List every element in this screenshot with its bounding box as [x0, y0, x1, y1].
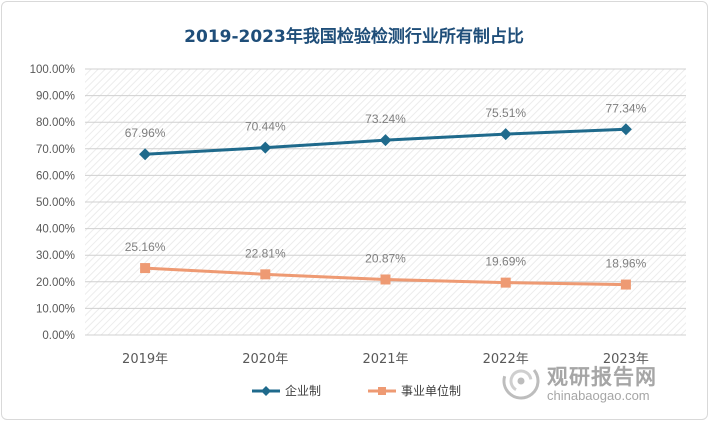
y-tick-label: 60.00% [36, 170, 75, 182]
x-tick-label: 2023年 [603, 352, 649, 367]
data-label: 73.24% [365, 112, 406, 126]
data-label: 70.44% [245, 120, 286, 134]
legend-marker [261, 386, 271, 396]
data-label: 25.16% [125, 240, 166, 254]
y-tick-label: 50.00% [36, 197, 75, 209]
legend-marker [378, 387, 386, 395]
x-tick-label: 2022年 [483, 352, 529, 367]
x-tick-label: 2020年 [242, 352, 288, 367]
data-label: 77.34% [606, 101, 647, 115]
series-2: 25.16% 22.81% 20.87% 19.69% 18.96% [125, 240, 647, 290]
y-tick-label: 30.00% [36, 250, 75, 262]
y-tick-label: 80.00% [36, 117, 75, 129]
x-axis-ticks: 2019年 2020年 2021年 2022年 2023年 [122, 352, 649, 367]
data-point [500, 277, 511, 288]
data-point [380, 274, 391, 285]
y-tick-label: 10.00% [36, 303, 75, 315]
watermark-name: 观研报告网 [547, 365, 657, 389]
data-label: 20.87% [365, 251, 406, 265]
data-label: 67.96% [125, 126, 166, 140]
watermark-url: chinabaogao.com [547, 388, 650, 403]
y-axis-ticks: 0.00% 10.00% 20.00% 30.00% 40.00% 50.00% 60.00… [30, 64, 75, 342]
y-tick-label: 70.00% [36, 144, 75, 156]
y-tick-label: 20.00% [36, 277, 75, 289]
data-point [260, 269, 271, 280]
data-point [139, 148, 152, 161]
chart-title: 2019-2023年我国检验检测行业所有制占比 [184, 26, 524, 47]
data-point [379, 134, 392, 147]
x-tick-label: 2021年 [362, 352, 408, 367]
series-1: 67.96% 70.44% 73.24% 75.51% 77.34% [125, 101, 647, 161]
data-point [620, 279, 631, 290]
legend: 企业制 事业单位制 [252, 383, 461, 398]
y-tick-label: 100.00% [30, 64, 75, 76]
series-layer: 67.96% 70.44% 73.24% 75.51% 77.34% 25.16% 22.8… [125, 101, 647, 290]
x-tick-label: 2019年 [122, 352, 168, 367]
data-point [619, 123, 632, 136]
data-label: 19.69% [485, 255, 526, 269]
data-point [499, 128, 512, 141]
y-tick-label: 90.00% [36, 91, 75, 103]
legend-label: 企业制 [285, 383, 321, 398]
y-tick-label: 0.00% [42, 330, 75, 342]
data-label: 75.51% [485, 106, 526, 120]
data-point [140, 263, 151, 274]
legend-label: 事业单位制 [401, 383, 461, 398]
gridlines [85, 68, 686, 336]
y-tick-label: 40.00% [36, 224, 75, 236]
watermark: 观研报告网 chinabaogao.com [495, 357, 695, 409]
data-point [259, 141, 272, 154]
data-label: 22.81% [245, 246, 286, 260]
data-label: 18.96% [606, 257, 647, 271]
swirl-logo-icon [502, 362, 540, 400]
